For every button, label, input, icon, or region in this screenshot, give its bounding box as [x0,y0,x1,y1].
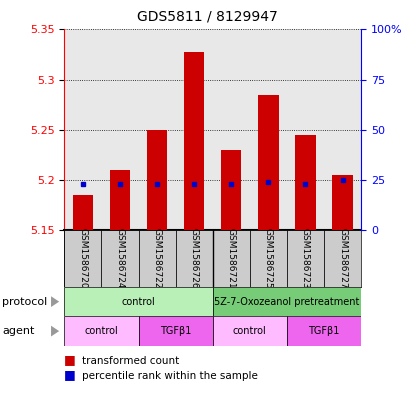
Text: GSM1586720: GSM1586720 [78,228,88,289]
Bar [213,287,361,316]
Text: control: control [233,326,267,336]
Bar [139,316,213,346]
Text: control: control [122,297,155,307]
Text: GSM1586722: GSM1586722 [153,228,161,288]
Text: transformed count: transformed count [82,356,179,366]
Bar [332,175,353,230]
Bar [213,230,250,287]
Text: GSM1586726: GSM1586726 [190,228,199,289]
Text: GSM1586725: GSM1586725 [264,228,273,289]
Text: control: control [85,326,118,336]
Bar [139,230,176,287]
Bar [213,316,287,346]
Bar [176,230,213,287]
Text: TGFβ1: TGFβ1 [160,326,191,336]
Text: GDS5811 / 8129947: GDS5811 / 8129947 [137,10,278,24]
Text: agent: agent [2,326,34,336]
Bar [295,135,316,230]
Polygon shape [51,296,59,307]
Bar [324,230,361,287]
Bar [64,287,213,316]
Text: GSM1586723: GSM1586723 [301,228,310,289]
Bar [64,316,139,346]
Bar [287,230,324,287]
Bar [64,230,101,287]
Text: GSM1586724: GSM1586724 [115,228,124,288]
Bar [258,95,278,230]
Bar [110,170,130,230]
Text: ■: ■ [64,368,76,381]
Bar [184,51,204,230]
Bar [221,150,242,230]
Bar [287,316,361,346]
Text: protocol: protocol [2,297,47,307]
Text: GSM1586727: GSM1586727 [338,228,347,289]
Bar [147,130,167,230]
Polygon shape [51,326,59,336]
Bar [101,230,139,287]
Text: 5Z-7-Oxozeanol pretreatment: 5Z-7-Oxozeanol pretreatment [214,297,359,307]
Text: percentile rank within the sample: percentile rank within the sample [82,371,258,381]
Bar [73,195,93,230]
Text: ■: ■ [64,353,76,366]
Text: GSM1586721: GSM1586721 [227,228,236,289]
Bar [250,230,287,287]
Text: TGFβ1: TGFβ1 [308,326,339,336]
